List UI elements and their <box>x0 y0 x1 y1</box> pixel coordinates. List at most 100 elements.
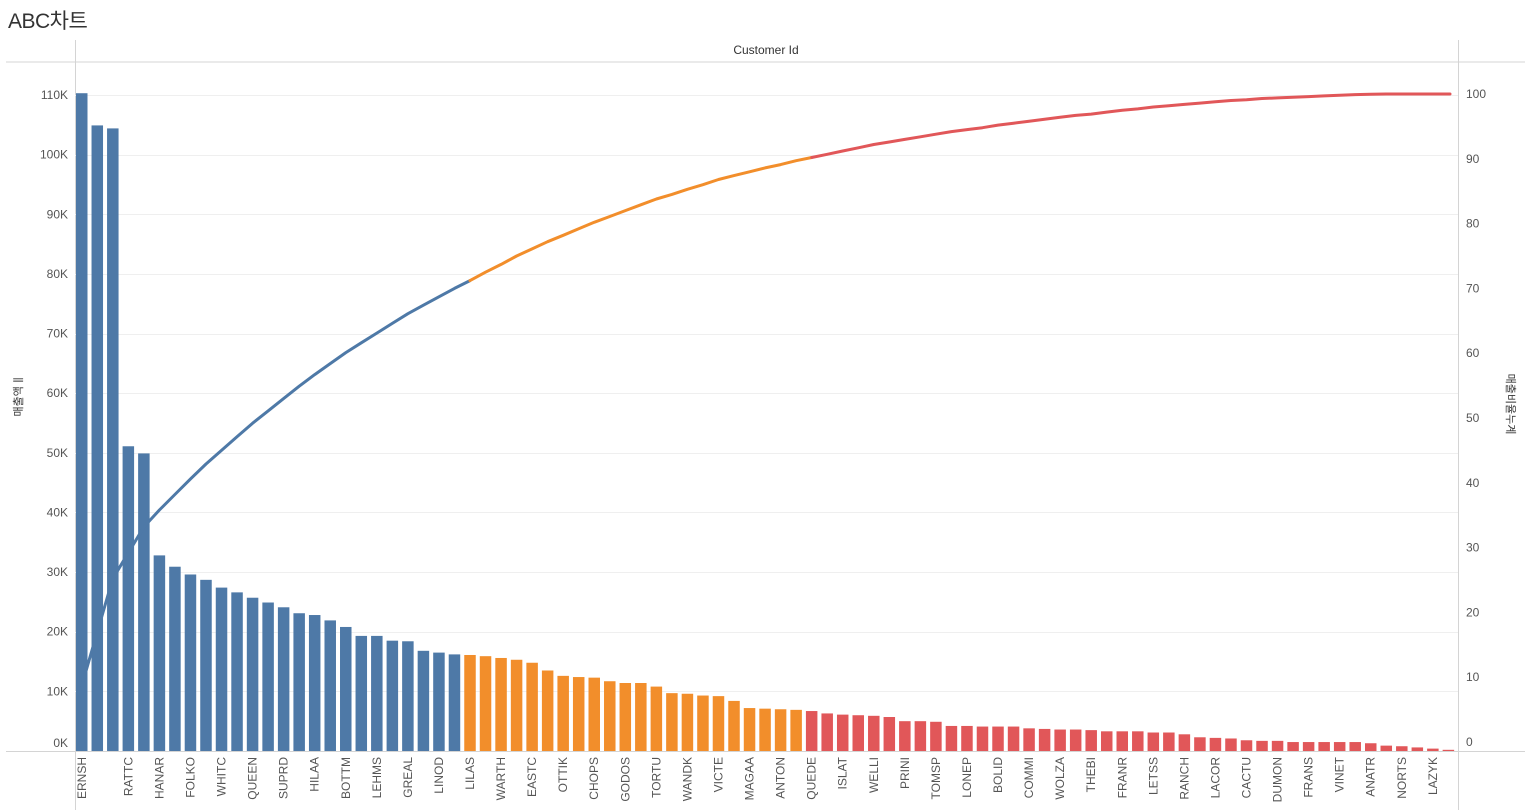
left-tick-label: 90K <box>47 207 68 221</box>
category-label: BOTTM <box>339 757 353 799</box>
right-axis-label: 매출비율누계 <box>1504 374 1517 435</box>
bar-bottm <box>340 626 352 751</box>
bar-laugb <box>1163 732 1175 751</box>
left-tick-label: 40K <box>47 505 68 519</box>
bar-seves <box>386 640 399 751</box>
bar-thebi <box>1085 730 1097 751</box>
category-label: HANAR <box>152 757 166 799</box>
category-label: SUPRD <box>277 757 291 799</box>
left-tick-label: 100K <box>40 148 68 162</box>
bar-blaus <box>945 725 958 751</box>
bar-romey <box>976 726 989 751</box>
category-label: NORTS <box>1395 757 1409 799</box>
bar-gourl <box>728 700 740 751</box>
bar-consh <box>1100 731 1113 751</box>
bar-anatr <box>1364 743 1377 751</box>
bar-tomsp <box>930 721 942 751</box>
category-label: BOLID <box>991 757 1005 793</box>
category-label: MAGAA <box>743 757 757 800</box>
bar-specd <box>1069 729 1082 751</box>
category-label: WOLZA <box>1053 757 1067 800</box>
bar-lamai <box>448 654 461 751</box>
bar-hungo <box>138 453 150 751</box>
bar-tortu <box>650 686 663 751</box>
bar-prini <box>899 721 911 751</box>
bar-bolid <box>992 726 1004 751</box>
bar-simob <box>262 602 274 751</box>
right-tick-label: 40 <box>1466 476 1480 490</box>
gridlines <box>75 95 1458 692</box>
category-label: ISLAT <box>836 756 850 789</box>
left-tick-label: 80K <box>47 267 68 281</box>
category-label: HILAA <box>308 757 322 792</box>
bar-grosr <box>1225 738 1237 751</box>
category-label: WANDK <box>680 757 694 801</box>
left-tick-label: 20K <box>47 625 68 639</box>
category-label: LACOR <box>1208 757 1222 799</box>
right-axis-ticks: 0 10 20 30 40 50 60 70 80 90 100 <box>1466 87 1486 749</box>
bar-paris <box>1349 742 1361 751</box>
bar-greal <box>402 641 414 751</box>
right-tick-label: 10 <box>1466 670 1480 684</box>
cumulative-line <box>80 92 1452 688</box>
bar-centc <box>1411 747 1424 751</box>
category-label: ERNSH <box>75 757 89 799</box>
bar-ricsu <box>355 635 368 751</box>
bar-rattc <box>122 446 135 751</box>
chart-frame <box>6 40 1525 810</box>
category-label: LAZYK <box>1426 757 1440 795</box>
category-label: FOLKO <box>184 757 198 798</box>
bar-famia <box>914 721 927 751</box>
category-label: VICTE <box>712 757 726 792</box>
bar-maisd <box>697 695 709 751</box>
bar-ocean <box>1318 742 1330 751</box>
category-label: GODOS <box>618 757 632 802</box>
bar-peric <box>852 715 864 751</box>
right-tick-label: 0 <box>1466 735 1473 749</box>
category-label: DUMON <box>1271 757 1285 802</box>
bar-lonep <box>961 725 973 751</box>
category-label: WARTH <box>494 757 508 800</box>
bar-letss <box>1147 732 1160 751</box>
bar-linod <box>433 652 445 751</box>
bar-frank <box>324 620 336 751</box>
right-tick-label: 70 <box>1466 281 1480 295</box>
category-label: FRANR <box>1115 757 1129 799</box>
bar-fissa <box>1287 742 1299 751</box>
bar-santg <box>883 717 896 751</box>
right-tick-label: 30 <box>1466 541 1480 555</box>
left-axis-ticks: 0K 10K 20K 30K 40K 50K 60K 70K 80K 90K 100K 110K <box>40 88 68 750</box>
bar-frans <box>1302 742 1315 751</box>
category-label: PRINI <box>898 757 912 789</box>
bar-ottik <box>557 675 569 751</box>
bar-folig <box>541 670 554 751</box>
category-label: RATTC <box>121 757 135 796</box>
category-label: TORTU <box>649 757 663 798</box>
bar-victe <box>712 696 725 751</box>
bar-oldwo <box>666 693 678 751</box>
bar-islat <box>836 714 849 751</box>
bar-quede <box>805 711 818 751</box>
bar-tradh <box>604 681 616 751</box>
category-label: QUEDE <box>805 757 819 800</box>
bar-ricar <box>479 656 492 751</box>
bar-chops <box>588 677 600 751</box>
bar-merep <box>200 579 212 751</box>
category-label: WHITC <box>215 757 229 797</box>
category-label: THEBI <box>1084 757 1098 792</box>
category-label: FRANS <box>1302 757 1316 798</box>
category-label: EASTC <box>525 757 539 797</box>
category-label: OTTIK <box>556 757 570 792</box>
bar-picco <box>293 613 305 751</box>
page-title: ABC차트 <box>8 10 88 33</box>
bar-magaa <box>743 708 756 751</box>
bar-arout <box>790 709 802 751</box>
bar-anton <box>774 709 787 751</box>
bar-alfki <box>572 677 585 751</box>
category-label: LETSS <box>1146 757 1160 795</box>
bar-hilaa <box>308 615 321 751</box>
bar-traih <box>1038 728 1051 751</box>
bar-cactu <box>1240 740 1253 751</box>
cumulative-line-c <box>810 92 1452 159</box>
category-label: QUEEN <box>246 757 260 800</box>
